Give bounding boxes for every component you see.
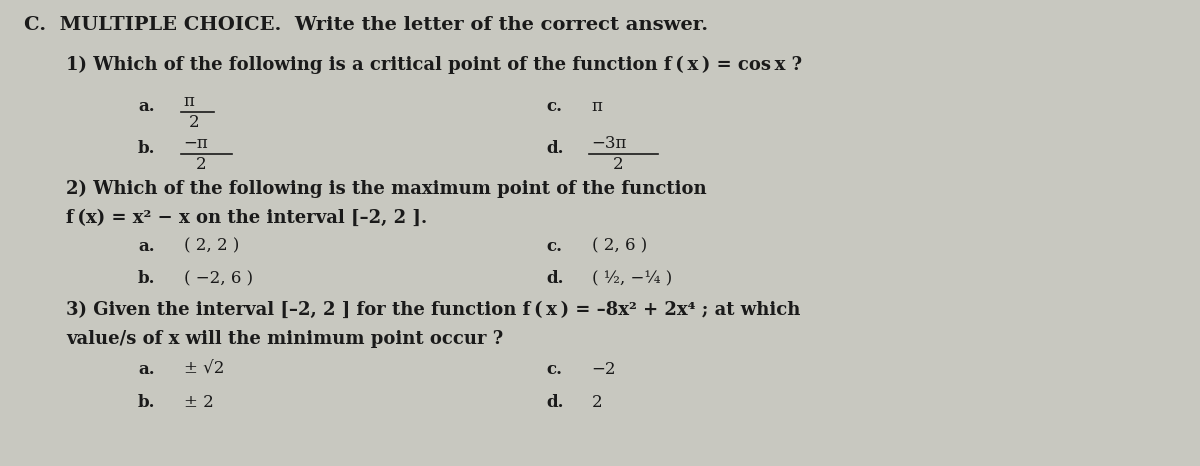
Text: 2: 2: [196, 156, 206, 173]
Text: b.: b.: [138, 140, 156, 157]
Text: ( ½, −¼ ): ( ½, −¼ ): [592, 270, 672, 287]
Text: ± 2: ± 2: [184, 394, 214, 411]
Text: −3π: −3π: [592, 135, 626, 152]
Text: c.: c.: [546, 238, 562, 254]
Text: c.: c.: [546, 361, 562, 378]
Text: b.: b.: [138, 270, 156, 287]
Text: value/s of x will the minimum point occur ?: value/s of x will the minimum point occu…: [66, 330, 503, 348]
Text: c.: c.: [546, 98, 562, 115]
Text: 1) Which of the following is a critical point of the function f ( x ) = cos x ?: 1) Which of the following is a critical …: [66, 56, 802, 74]
Text: π: π: [592, 98, 602, 115]
Text: 2) Which of the following is the maximum point of the function: 2) Which of the following is the maximum…: [66, 179, 707, 198]
Text: 3) Given the interval [–2, 2 ] for the function f ( x ) = –8x² + 2x⁴ ; at which: 3) Given the interval [–2, 2 ] for the f…: [66, 301, 800, 319]
Text: a.: a.: [138, 238, 155, 254]
Text: 2: 2: [592, 394, 602, 411]
Text: d.: d.: [546, 270, 564, 287]
Text: f (x) = x² − x on the interval [–2, 2 ].: f (x) = x² − x on the interval [–2, 2 ].: [66, 209, 427, 227]
Text: ( −2, 6 ): ( −2, 6 ): [184, 270, 253, 287]
Text: d.: d.: [546, 140, 564, 157]
Text: 2: 2: [188, 114, 199, 131]
Text: b.: b.: [138, 394, 156, 411]
Text: d.: d.: [546, 394, 564, 411]
Text: ( 2, 2 ): ( 2, 2 ): [184, 238, 239, 254]
Text: −π: −π: [184, 135, 209, 152]
Text: a.: a.: [138, 361, 155, 378]
Text: −2: −2: [592, 361, 616, 378]
Text: ( 2, 6 ): ( 2, 6 ): [592, 238, 647, 254]
Text: C.  MULTIPLE CHOICE.  Write the letter of the correct answer.: C. MULTIPLE CHOICE. Write the letter of …: [24, 16, 708, 34]
Text: 2: 2: [613, 156, 624, 173]
Text: ± √2: ± √2: [184, 361, 224, 378]
Text: π: π: [184, 93, 194, 110]
Text: a.: a.: [138, 98, 155, 115]
